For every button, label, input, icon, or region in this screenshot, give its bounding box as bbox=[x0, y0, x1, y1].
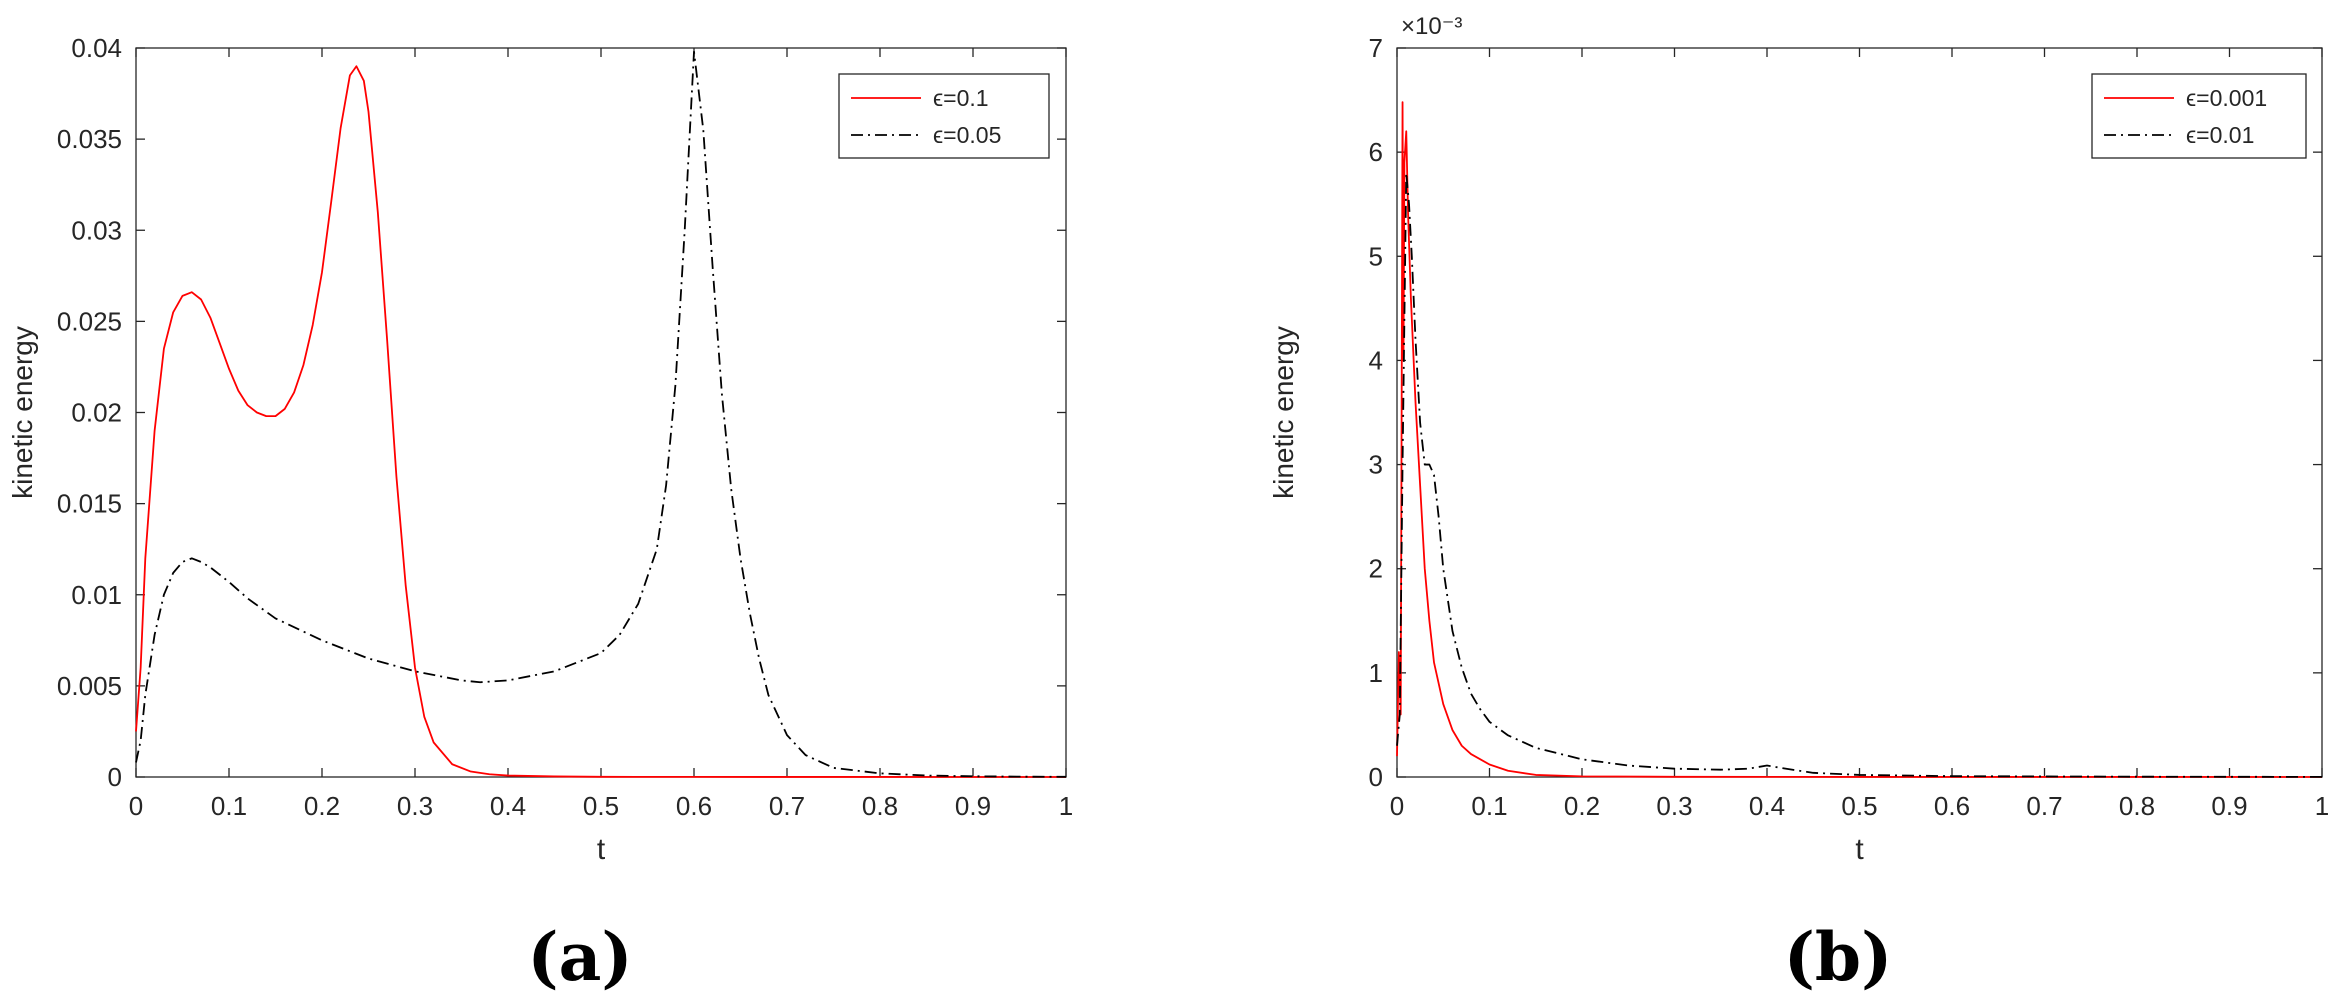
x-tick-label: 0.9 bbox=[955, 791, 991, 821]
y-tick-label: 1 bbox=[1369, 658, 1383, 688]
x-tick-label: 0.3 bbox=[397, 791, 433, 821]
x-tick-label: 0.6 bbox=[1934, 791, 1970, 821]
y-tick-label: 0.03 bbox=[71, 215, 122, 245]
y-axis-label: kinetic energy bbox=[7, 326, 38, 499]
x-tick-label: 0.8 bbox=[2119, 791, 2155, 821]
y-tick-label: 0.005 bbox=[57, 671, 122, 701]
y-tick-label: 0.01 bbox=[71, 580, 122, 610]
y-tick-label: 7 bbox=[1369, 33, 1383, 63]
panel-label: (b) bbox=[1784, 918, 1893, 996]
legend-entry-1: ϵ=0.001 bbox=[2186, 85, 2267, 111]
y-tick-label: 0.025 bbox=[57, 306, 122, 336]
x-tick-label: 0.5 bbox=[1841, 791, 1877, 821]
x-tick-label: 0.1 bbox=[211, 791, 247, 821]
y-tick-label: 5 bbox=[1369, 241, 1383, 271]
y-tick-label: 0.02 bbox=[71, 398, 122, 428]
x-tick-label: 0.4 bbox=[490, 791, 526, 821]
x-axis-label: t bbox=[597, 833, 606, 866]
legend-entry-2: ϵ=0.01 bbox=[2186, 122, 2254, 148]
x-tick-label: 1 bbox=[2315, 791, 2329, 821]
y-tick-label: 2 bbox=[1369, 554, 1383, 584]
y-tick-label: 0 bbox=[1369, 762, 1383, 792]
legend-entry-2: ϵ=0.05 bbox=[933, 122, 1001, 148]
x-tick-label: 0.2 bbox=[1564, 791, 1600, 821]
chart-panel-b: 0 0.1 0.2 0.3 0.4 0.5 0.6 0.7 0.8 0.9 1 0 1 2 3 4 5 6 7 ×10… bbox=[1268, 13, 2329, 996]
y-axis-label: kinetic energy bbox=[1268, 326, 1299, 499]
x-tick-label: 0.5 bbox=[583, 791, 619, 821]
y-tick-label: 6 bbox=[1369, 137, 1383, 167]
x-tick-label: 0.8 bbox=[862, 791, 898, 821]
y-tick-label: 0.04 bbox=[71, 33, 122, 63]
series-line-2 bbox=[135, 50, 1067, 778]
legend: ϵ=0.001 ϵ=0.01 bbox=[2091, 73, 2307, 159]
y-exponent-label: ×10⁻³ bbox=[1401, 13, 1462, 40]
legend-entry-1: ϵ=0.1 bbox=[933, 85, 989, 111]
y-tick-label: 0 bbox=[108, 762, 122, 792]
x-tick-label: 0 bbox=[129, 791, 143, 821]
x-tick-label: 0.6 bbox=[676, 791, 712, 821]
series-line-1 bbox=[135, 65, 1067, 778]
series-line-2 bbox=[1396, 172, 2323, 778]
legend-box bbox=[2091, 73, 2307, 159]
x-axis-label: t bbox=[1855, 833, 1864, 866]
x-tick-label: 0.7 bbox=[769, 791, 805, 821]
x-tick-label: 1 bbox=[1059, 791, 1073, 821]
legend-box bbox=[838, 73, 1050, 159]
panel-label: (a) bbox=[527, 918, 632, 996]
x-tick-label: 0.2 bbox=[304, 791, 340, 821]
x-tick-label: 0.9 bbox=[2211, 791, 2247, 821]
chart-panel-a: 0 0.1 0.2 0.3 0.4 0.5 0.6 0.7 0.8 0.9 1 0 0.005 0.01 0… bbox=[7, 33, 1073, 996]
series-line-1 bbox=[1396, 101, 2323, 778]
x-tick-label: 0.3 bbox=[1656, 791, 1692, 821]
x-tick-label: 0.1 bbox=[1471, 791, 1507, 821]
y-tick-label: 3 bbox=[1369, 450, 1383, 480]
y-tick-label: 0.015 bbox=[57, 489, 122, 519]
x-tick-label: 0.7 bbox=[2026, 791, 2062, 821]
y-tick-label: 0.035 bbox=[57, 124, 122, 154]
y-tick-label: 4 bbox=[1369, 345, 1383, 375]
legend: ϵ=0.1 ϵ=0.05 bbox=[838, 73, 1050, 159]
x-tick-label: 0.4 bbox=[1749, 791, 1785, 821]
x-tick-label: 0 bbox=[1390, 791, 1404, 821]
